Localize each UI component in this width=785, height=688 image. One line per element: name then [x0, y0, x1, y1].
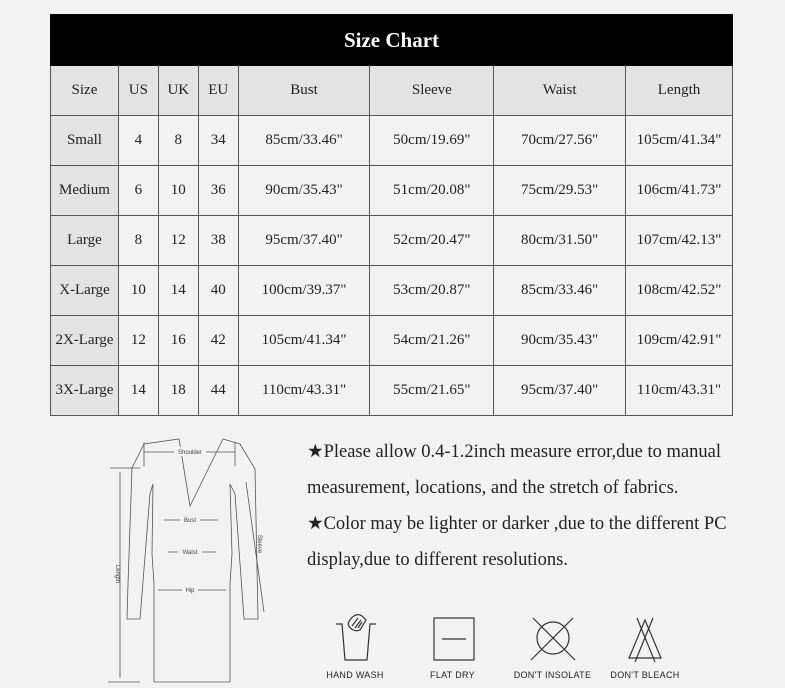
size-cell: Large [50, 215, 119, 266]
table-cell: 105cm/41.34" [237, 315, 371, 366]
table-cell: 36 [197, 165, 239, 216]
length-label: Length [114, 565, 120, 583]
table-cell: 109cm/42.91" [625, 315, 733, 366]
table-cell: 80cm/31.50" [493, 215, 627, 266]
table-cell: 14 [157, 265, 199, 316]
care-instructions: HAND WASH FLAT DRY DON'T INSOLATE DON'T … [310, 610, 710, 688]
table-cell: 6 [117, 165, 159, 216]
size-cell: Medium [50, 165, 119, 216]
table-cell: 10 [117, 265, 159, 316]
table-cell: 110cm/43.31" [237, 365, 371, 416]
table-cell: 95cm/37.40" [237, 215, 371, 266]
table-cell: 42 [197, 315, 239, 366]
table-cell: 110cm/43.31" [625, 365, 733, 416]
bust-label: Bust [184, 518, 196, 524]
column-header: Bust [237, 65, 371, 116]
table-cell: 8 [117, 215, 159, 266]
table-row: Large 8 12 38 95cm/37.40" 52cm/20.47" 80cm/31.… [50, 215, 733, 266]
size-chart-table: Size Chart Size US UK EU Bust Sleeve Waist Leng… [50, 14, 733, 416]
sleeve-label: Sleeve [256, 535, 262, 554]
column-header: US [117, 65, 159, 116]
table-cell: 51cm/20.08" [369, 165, 495, 216]
table-cell: 95cm/37.40" [493, 365, 627, 416]
flat-dry-icon [432, 617, 475, 661]
table-cell: 8 [157, 115, 199, 166]
table-cell: 85cm/33.46" [493, 265, 627, 316]
size-cell: X-Large [50, 265, 119, 316]
size-cell: 3X-Large [50, 365, 119, 416]
table-row: Small 4 8 34 85cm/33.46" 50cm/19.69" 70cm/27.5… [50, 115, 733, 166]
shoulder-label: Shoulder [178, 450, 202, 456]
table-cell: 55cm/21.65" [369, 365, 495, 416]
table-row: Medium 6 10 36 90cm/35.43" 51cm/20.08" 75cm/29… [50, 165, 733, 216]
table-cell: 4 [117, 115, 159, 166]
notes: ★Please allow 0.4-1.2inch measure error,… [307, 434, 777, 578]
table-cell: 12 [117, 315, 159, 366]
hip-label: Hip [185, 588, 195, 594]
size-cell: Small [50, 115, 119, 166]
column-header: Waist [493, 65, 627, 116]
table-cell: 90cm/35.43" [493, 315, 627, 366]
size-cell: 2X-Large [50, 315, 119, 366]
table-cell: 106cm/41.73" [625, 165, 733, 216]
column-header: UK [157, 65, 199, 116]
column-header: Sleeve [369, 65, 495, 116]
dont-bleach-icon [628, 617, 662, 662]
table-cell: 70cm/27.56" [493, 115, 627, 166]
table-cell: 16 [157, 315, 199, 366]
care-dont-bleach: DON'T BLEACH [600, 610, 690, 680]
column-header: Length [625, 65, 733, 116]
care-flat-dry: FLAT DRY [410, 610, 495, 680]
table-cell: 34 [197, 115, 239, 166]
care-hand-wash: HAND WASH [310, 610, 400, 680]
header-row: Size US UK EU Bust Sleeve Waist Length [50, 65, 733, 116]
table-cell: 85cm/33.46" [237, 115, 371, 166]
table-cell: 38 [197, 215, 239, 266]
table-cell: 50cm/19.69" [369, 115, 495, 166]
table-cell: 75cm/29.53" [493, 165, 627, 216]
table-cell: 90cm/35.43" [237, 165, 371, 216]
note-color: ★Color may be lighter or darker ,due to … [307, 514, 727, 570]
table-cell: 12 [157, 215, 199, 266]
dress-measurement-diagram: Shoulder Bust Waist Hip Sleeve Length [108, 438, 265, 683]
chart-title: Size Chart [50, 14, 733, 66]
table-cell: 53cm/20.87" [369, 265, 495, 316]
care-dont-insolate: DON'T INSOLATE [505, 610, 600, 680]
table-cell: 108cm/42.52" [625, 265, 733, 316]
table-cell: 10 [157, 165, 199, 216]
table-cell: 14 [117, 365, 159, 416]
dont-insolate-icon [530, 617, 575, 661]
hand-wash-icon [336, 614, 376, 661]
waist-label: Waist [183, 550, 198, 556]
table-row: X-Large 10 14 40 100cm/39.37" 53cm/20.87" 85cm… [50, 265, 733, 316]
table-row: 2X-Large 12 16 42 105cm/41.34" 54cm/21.26" 90c… [50, 315, 733, 366]
table-cell: 18 [157, 365, 199, 416]
table-cell: 40 [197, 265, 239, 316]
table-cell: 100cm/39.37" [237, 265, 371, 316]
table-cell: 54cm/21.26" [369, 315, 495, 366]
column-header: EU [197, 65, 239, 116]
table-row: 3X-Large 14 18 44 110cm/43.31" 55cm/21.65" 95c… [50, 365, 733, 416]
table-cell: 107cm/42.13" [625, 215, 733, 266]
table-cell: 44 [197, 365, 239, 416]
note-measure-error: ★Please allow 0.4-1.2inch measure error,… [307, 442, 721, 498]
table-cell: 52cm/20.47" [369, 215, 495, 266]
table-cell: 105cm/41.34" [625, 115, 733, 166]
column-header: Size [50, 65, 119, 116]
